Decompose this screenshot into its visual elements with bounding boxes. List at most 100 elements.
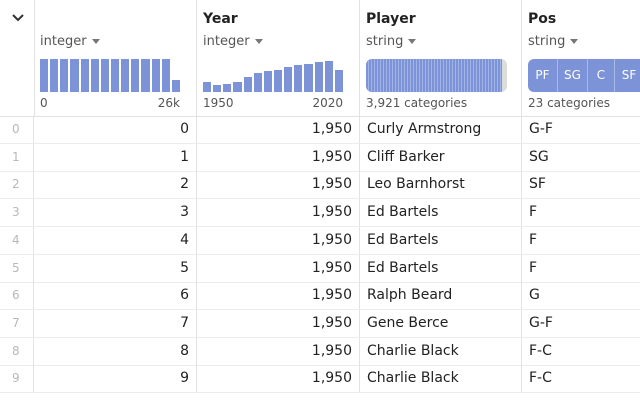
table-row[interactable]: 8 8 1,950 Charlie Black F-C: [0, 337, 640, 366]
table-row[interactable]: 7 7 1,950 Gene Berce G-F: [0, 309, 640, 338]
cell-player[interactable]: Ed Bartels: [360, 226, 522, 254]
row-index: 2: [0, 171, 34, 199]
histogram-bar: [111, 58, 120, 92]
cell-id[interactable]: 5: [34, 254, 197, 282]
histogram-min-label: 1950: [203, 96, 234, 110]
cell-year[interactable]: 1,950: [197, 143, 360, 171]
histogram-bar: [90, 58, 99, 92]
cell-year[interactable]: 1,950: [197, 199, 360, 227]
histogram-max-label: 2020: [312, 96, 343, 110]
column-header-id[interactable]: integer 0 26k: [34, 0, 197, 116]
column-type-dropdown[interactable]: integer: [203, 34, 263, 49]
cell-id[interactable]: 6: [34, 282, 197, 310]
cell-pos[interactable]: SF: [529, 176, 546, 193]
table-row[interactable]: 9 9 1,950 Charlie Black F-C: [0, 365, 640, 394]
histogram-bar: [284, 66, 293, 92]
cell-year[interactable]: 1,950: [197, 226, 360, 254]
cell-player[interactable]: Curly Armstrong: [360, 116, 522, 143]
cell-id[interactable]: 1: [34, 143, 197, 171]
cell-pos[interactable]: F-C: [529, 342, 552, 359]
cell-pos[interactable]: SG: [529, 148, 549, 165]
cell-year[interactable]: 1,950: [197, 282, 360, 310]
histogram-max-label: 26k: [157, 96, 180, 110]
category-count: 23 categories: [528, 96, 610, 110]
cell-id[interactable]: 3: [34, 199, 197, 227]
cell-id[interactable]: 7: [34, 309, 197, 337]
row-index: 8: [0, 337, 34, 365]
column-type-label: string: [528, 34, 566, 49]
cell-id[interactable]: 0: [34, 116, 197, 143]
cell-pos[interactable]: F-C: [529, 370, 552, 387]
column-name: Player: [366, 11, 416, 27]
category-chip[interactable]: SG: [558, 59, 588, 92]
category-chip[interactable]: PF: [528, 59, 558, 92]
histogram-bar: [324, 61, 333, 92]
category-chip[interactable]: C: [588, 59, 615, 92]
histogram-bar: [213, 84, 222, 92]
histogram-bar: [253, 73, 262, 92]
cell-player[interactable]: Ed Bartels: [360, 254, 522, 282]
column-name: Pos: [528, 11, 557, 27]
histogram-bar: [171, 80, 180, 92]
chevron-down-icon[interactable]: [10, 10, 26, 26]
cell-pos[interactable]: G: [529, 287, 540, 304]
table-row[interactable]: 5 5 1,950 Ed Bartels F: [0, 254, 640, 283]
cell-player[interactable]: Gene Berce: [360, 309, 522, 337]
cell-player[interactable]: Charlie Black: [360, 337, 522, 365]
cell-year[interactable]: 1,950: [197, 254, 360, 282]
column-name: Year: [203, 11, 238, 27]
index-header[interactable]: [0, 0, 35, 116]
cell-pos[interactable]: F: [529, 204, 538, 221]
row-index: 9: [0, 365, 34, 393]
cell-id[interactable]: 4: [34, 226, 197, 254]
cell-id[interactable]: 9: [34, 365, 197, 393]
cell-year[interactable]: 1,950: [197, 171, 360, 199]
cell-player[interactable]: Cliff Barker: [360, 143, 522, 171]
histogram-bar: [50, 58, 59, 92]
cell-id[interactable]: 2: [34, 171, 197, 199]
cell-pos[interactable]: G-F: [529, 314, 553, 331]
table-row[interactable]: 1 1 1,950 Cliff Barker SG: [0, 143, 640, 172]
column-header-player[interactable]: Player string 3,921 categories: [360, 0, 522, 116]
category-stripes: [366, 59, 507, 92]
column-type-dropdown[interactable]: string: [528, 34, 579, 49]
histogram-bar: [161, 58, 170, 92]
cell-year[interactable]: 1,950: [197, 116, 360, 143]
table-row[interactable]: 0 0 1,950 Curly Armstrong G-F: [0, 116, 640, 144]
column-header-pos[interactable]: Pos string PF SG C SF 23 categories: [522, 0, 640, 116]
histogram-bar: [334, 70, 343, 92]
histogram-bar: [243, 76, 252, 92]
cell-id[interactable]: 8: [34, 337, 197, 365]
column-type-dropdown[interactable]: string: [366, 34, 417, 49]
cell-player[interactable]: Leo Barnhorst: [360, 171, 522, 199]
cell-pos[interactable]: G-F: [529, 121, 553, 137]
histogram-bar: [70, 58, 79, 92]
cell-pos[interactable]: F: [529, 259, 538, 276]
category-chips: PF SG C SF: [528, 59, 640, 92]
cell-year[interactable]: 1,950: [197, 337, 360, 365]
row-index: 7: [0, 309, 34, 337]
category-chip[interactable]: SF: [615, 59, 640, 92]
table-row[interactable]: 3 3 1,950 Ed Bartels F: [0, 199, 640, 228]
table-row[interactable]: 2 2 1,950 Leo Barnhorst SF: [0, 171, 640, 200]
histogram-bar: [294, 64, 303, 92]
cell-year[interactable]: 1,950: [197, 309, 360, 337]
column-header-year[interactable]: Year integer 1950 2020: [197, 0, 360, 116]
cell-pos[interactable]: F: [529, 231, 538, 248]
row-index: 1: [0, 143, 34, 171]
column-type-label: integer: [40, 34, 87, 49]
cell-year[interactable]: 1,950: [197, 365, 360, 393]
table-row[interactable]: 4 4 1,950 Ed Bartels F: [0, 226, 640, 255]
column-type-dropdown[interactable]: integer: [40, 34, 100, 49]
table-row[interactable]: 6 6 1,950 Ralph Beard G: [0, 282, 640, 311]
column-type-label: integer: [203, 34, 250, 49]
cell-player[interactable]: Ralph Beard: [360, 282, 522, 310]
histogram-bar: [60, 58, 69, 92]
histogram-bar: [121, 58, 130, 92]
histogram-bar: [100, 58, 109, 92]
cell-player[interactable]: Charlie Black: [360, 365, 522, 393]
histogram-bar: [80, 58, 89, 92]
histogram-bar: [151, 58, 160, 92]
cell-player[interactable]: Ed Bartels: [360, 199, 522, 227]
